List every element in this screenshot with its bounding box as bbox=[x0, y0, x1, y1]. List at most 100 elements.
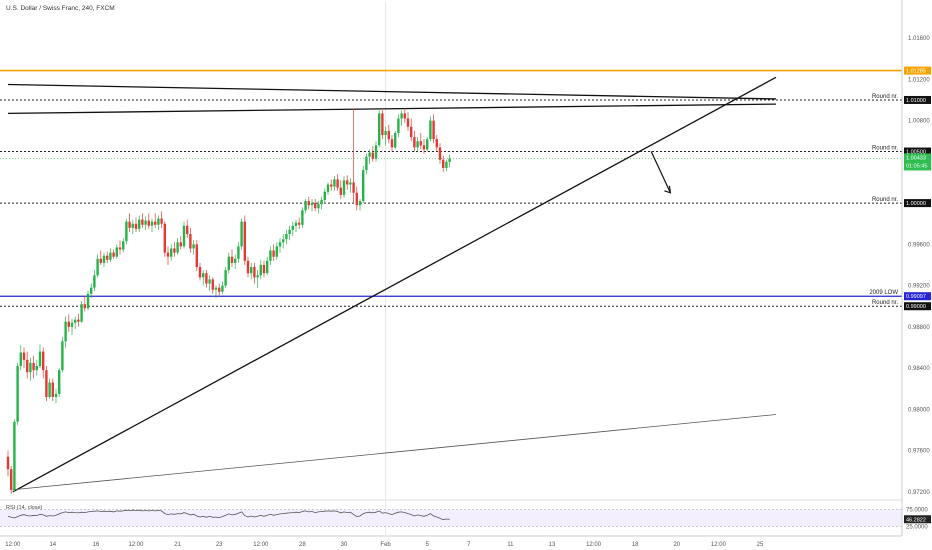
candle[interactable] bbox=[358, 198, 362, 211]
candle[interactable] bbox=[282, 234, 285, 249]
candle[interactable] bbox=[134, 217, 138, 232]
candle[interactable] bbox=[227, 252, 230, 274]
candle[interactable] bbox=[294, 219, 298, 232]
candle[interactable] bbox=[394, 130, 397, 150]
candle[interactable] bbox=[333, 176, 336, 191]
candle[interactable] bbox=[320, 196, 323, 210]
candle[interactable] bbox=[77, 313, 80, 327]
candle[interactable] bbox=[269, 246, 272, 265]
candle[interactable] bbox=[211, 277, 214, 294]
candle[interactable] bbox=[406, 112, 410, 131]
candle[interactable] bbox=[237, 242, 240, 263]
candle[interactable] bbox=[16, 362, 19, 425]
candle[interactable] bbox=[70, 318, 74, 336]
candles[interactable] bbox=[6, 108, 451, 494]
candle[interactable] bbox=[205, 270, 208, 288]
candle[interactable] bbox=[371, 146, 374, 162]
candle[interactable] bbox=[90, 283, 93, 298]
candle[interactable] bbox=[442, 155, 445, 173]
candle[interactable] bbox=[163, 221, 166, 257]
candle[interactable] bbox=[336, 174, 339, 191]
candle[interactable] bbox=[182, 221, 186, 249]
candle[interactable] bbox=[10, 466, 13, 494]
candle[interactable] bbox=[438, 143, 442, 164]
candle[interactable] bbox=[61, 337, 64, 373]
candle[interactable] bbox=[355, 186, 358, 211]
candle[interactable] bbox=[128, 213, 131, 232]
candle[interactable] bbox=[35, 359, 38, 376]
candle[interactable] bbox=[256, 270, 259, 288]
candle[interactable] bbox=[170, 244, 173, 261]
candle[interactable] bbox=[422, 139, 426, 154]
candle[interactable] bbox=[374, 141, 378, 162]
candle[interactable] bbox=[330, 179, 333, 191]
candle[interactable] bbox=[224, 267, 227, 288]
candle[interactable] bbox=[109, 248, 112, 262]
candle[interactable] bbox=[266, 256, 269, 276]
candle[interactable] bbox=[410, 118, 413, 142]
candle[interactable] bbox=[413, 130, 416, 152]
candle[interactable] bbox=[186, 219, 189, 239]
candle[interactable] bbox=[435, 135, 438, 152]
candle[interactable] bbox=[250, 262, 253, 280]
candle[interactable] bbox=[381, 110, 384, 140]
candle[interactable] bbox=[22, 347, 26, 369]
candle[interactable] bbox=[157, 215, 160, 230]
candle[interactable] bbox=[291, 221, 294, 237]
candle[interactable] bbox=[278, 238, 282, 253]
candle[interactable] bbox=[448, 154, 451, 167]
candle[interactable] bbox=[429, 116, 432, 142]
candle[interactable] bbox=[74, 316, 77, 329]
candle[interactable] bbox=[416, 137, 419, 152]
candle[interactable] bbox=[317, 201, 320, 214]
candle[interactable] bbox=[387, 124, 390, 144]
candle[interactable] bbox=[419, 132, 422, 150]
candle[interactable] bbox=[445, 159, 448, 172]
candle[interactable] bbox=[13, 419, 16, 492]
candle[interactable] bbox=[112, 249, 115, 259]
candle[interactable] bbox=[54, 388, 58, 404]
candle[interactable] bbox=[246, 256, 250, 278]
candle[interactable] bbox=[259, 259, 262, 280]
candle[interactable] bbox=[272, 244, 275, 261]
candle[interactable] bbox=[189, 227, 192, 253]
candle[interactable] bbox=[326, 182, 330, 195]
candle[interactable] bbox=[288, 225, 291, 241]
candle[interactable] bbox=[83, 295, 86, 312]
candle[interactable] bbox=[339, 180, 342, 199]
candle[interactable] bbox=[310, 198, 314, 212]
candle[interactable] bbox=[106, 251, 109, 263]
candle[interactable] bbox=[51, 378, 54, 402]
candle[interactable] bbox=[38, 344, 42, 369]
candle[interactable] bbox=[221, 281, 224, 294]
candle[interactable] bbox=[234, 254, 237, 270]
candle[interactable] bbox=[147, 213, 150, 229]
candle[interactable] bbox=[208, 275, 211, 291]
candle[interactable] bbox=[179, 236, 182, 250]
candle[interactable] bbox=[342, 176, 346, 198]
candle[interactable] bbox=[214, 285, 218, 298]
candle[interactable] bbox=[307, 196, 310, 210]
candle[interactable] bbox=[19, 345, 22, 371]
candle[interactable] bbox=[240, 218, 243, 250]
candle[interactable] bbox=[64, 316, 67, 348]
candle[interactable] bbox=[368, 149, 371, 164]
candle[interactable] bbox=[125, 218, 128, 245]
candle[interactable] bbox=[253, 262, 256, 284]
candle[interactable] bbox=[58, 368, 61, 397]
candle[interactable] bbox=[118, 240, 122, 255]
candle[interactable] bbox=[138, 215, 141, 232]
candle[interactable] bbox=[150, 218, 154, 232]
candle[interactable] bbox=[314, 198, 317, 212]
candle[interactable] bbox=[173, 242, 176, 257]
candle[interactable] bbox=[301, 207, 304, 228]
candle[interactable] bbox=[192, 240, 195, 255]
candle[interactable] bbox=[115, 244, 118, 259]
candle[interactable] bbox=[397, 114, 400, 138]
candle[interactable] bbox=[346, 175, 349, 190]
candle[interactable] bbox=[384, 126, 387, 146]
candle[interactable] bbox=[426, 137, 429, 152]
candle[interactable] bbox=[403, 108, 406, 123]
candle[interactable] bbox=[262, 260, 266, 278]
candle[interactable] bbox=[275, 242, 278, 260]
